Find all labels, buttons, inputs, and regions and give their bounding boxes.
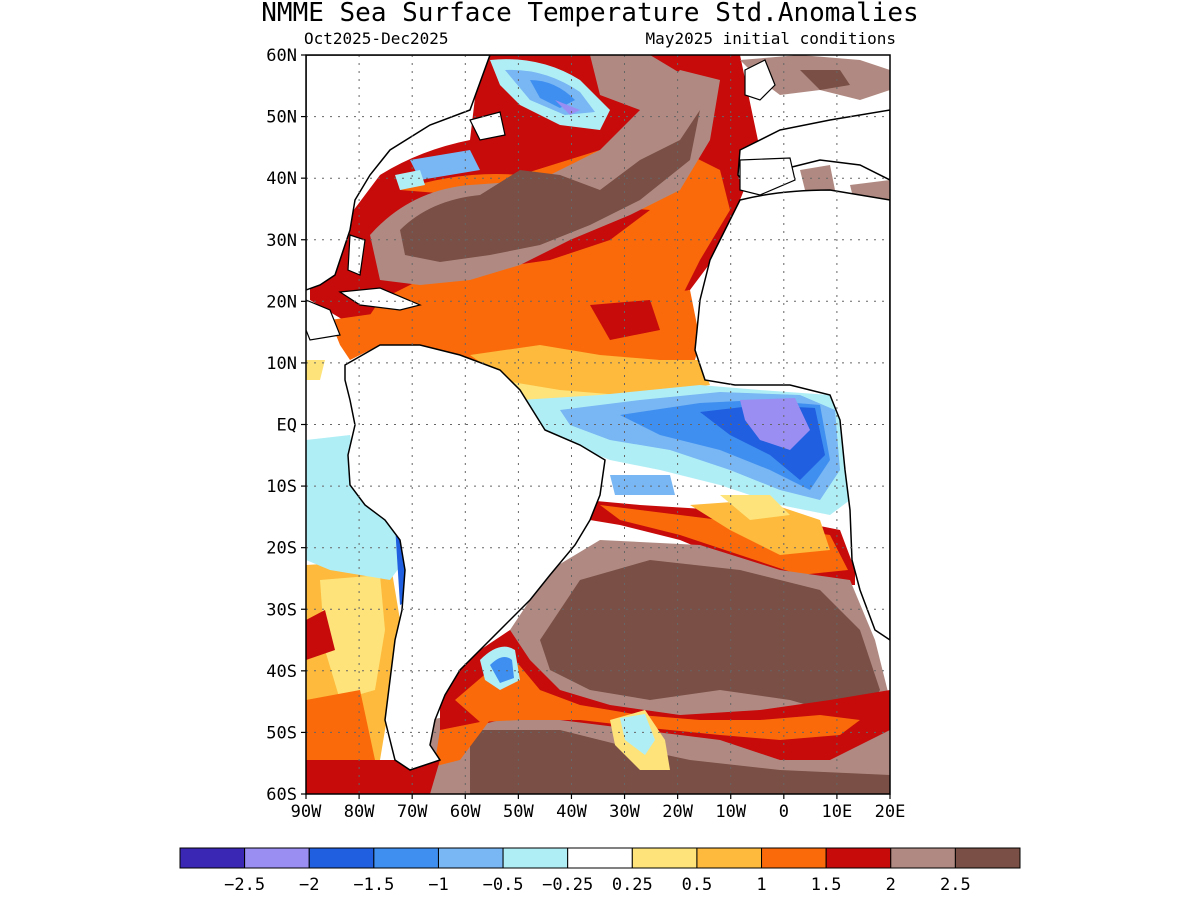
colorbar-label: 2.5 [940,875,971,895]
anomaly-region-sep-cool [306,435,405,580]
colorbar-swatch [244,847,310,869]
lon-label: 30W [609,802,640,822]
lat-label: 50N [266,108,297,128]
lat-label: 50S [266,723,297,743]
lon-label: 20W [662,802,693,822]
colorbar-label: −1 [428,875,448,895]
colorbar-swatch [631,847,698,869]
land-florida [347,234,366,276]
colorbar-label: −0.25 [542,875,593,895]
colorbar-swatch [567,847,633,869]
lon-label: 90W [291,802,322,822]
lat-label: 60N [266,46,297,66]
colorbar-label: 1.5 [811,875,842,895]
lat-label: 40S [266,662,297,682]
lat-label: 10S [266,477,297,497]
lat-label: 60S [266,785,297,805]
anomaly-region-trop-light-orange [470,345,710,398]
lat-label: 40N [266,169,297,189]
colorbar-label: −2.5 [224,875,265,895]
lon-label: 10W [715,802,746,822]
lon-label: 10E [822,802,853,822]
colorbar-swatch [890,847,956,869]
lon-label: 80W [344,802,375,822]
colorbar-swatch [761,847,827,869]
colorbar-label: 1 [756,875,766,895]
land-north-america [306,55,491,291]
lon-label: 60W [450,802,481,822]
colorbar-label: 0.25 [612,875,653,895]
colorbar-label: 2 [886,875,896,895]
lat-label: 20S [266,539,297,559]
chart-title: NMME Sea Surface Temperature Std.Anomali… [261,0,918,28]
colorbar: −2.5 −2 −1.5 −1 −0.5 −0.25 0.25 0.5 1 1.5 2 2.5 [179,847,1021,895]
colorbar-swatch [373,847,439,869]
lon-label: 50W [503,802,534,822]
land-british-isles [744,59,776,101]
lon-label: 0 [779,802,789,822]
anomaly-region-na-brown-dark [400,110,700,262]
lon-label: 40W [556,802,587,822]
graticule [306,55,890,794]
forecast-period: Oct2025-Dec2025 [304,29,449,48]
lat-label: 30S [266,600,297,620]
longitude-axis: 90W 80W 70W 60W 50W 40W 30W 20W 10W 0 10E 20E [291,794,906,822]
colorbar-swatch [437,847,504,869]
colorbar-swatch [696,847,763,869]
colorbar-swatch [502,847,569,869]
colorbar-label: −0.5 [483,875,524,895]
land-central-america [306,299,341,341]
colorbar-swatch [825,847,892,869]
colorbar-swatch [179,847,246,869]
initial-conditions: May2025 initial conditions [646,29,896,48]
lat-label: 10N [266,354,297,374]
latitude-axis: 60N 50N 40N 30N 20N 10N EQ 10S 20S 30S 40S 50S 60S [266,46,306,805]
lon-label: 20E [875,802,906,822]
lon-label: 70W [397,802,428,822]
sst-anomaly-map [306,55,890,794]
colorbar-swatch [308,847,375,869]
land-newfoundland [469,111,506,141]
land-africa [694,189,890,641]
lat-label: EQ [277,416,297,436]
land-iberia [739,157,796,196]
lat-label: 20N [266,292,297,312]
anomaly-region-eq-purple [740,398,810,450]
land-cuba [338,287,422,311]
land-south-america [344,344,606,771]
colorbar-label: 0.5 [682,875,713,895]
colorbar-label: −1.5 [353,875,394,895]
lat-label: 30N [266,231,297,251]
colorbar-label: −2 [299,875,319,895]
colorbar-swatch [954,847,1021,869]
